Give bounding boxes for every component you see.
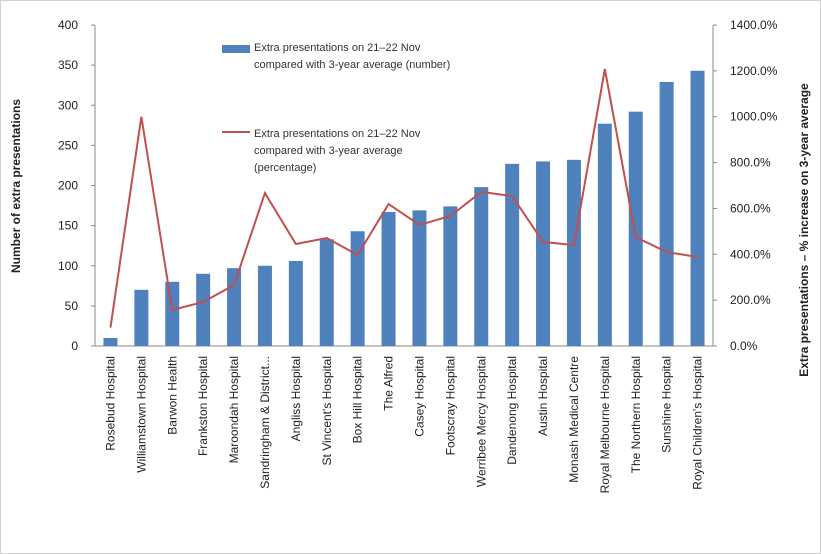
x-tick-label: Box Hill Hospital — [351, 356, 365, 443]
x-tick-label: Casey Hospital — [412, 356, 426, 437]
x-tick-label: Royal Children's Hospital — [691, 356, 705, 490]
y-tick-label: 150 — [58, 219, 78, 233]
x-tick-label: Werribee Mercy Hospital — [474, 356, 488, 487]
legend-item: Extra presentations on 21–22 Nov compare… — [222, 126, 452, 177]
x-tick-label: Rosebud Hospital — [103, 356, 117, 451]
x-tick-label: The Northern Hospital — [629, 356, 643, 473]
y2-tick-label: 400.0% — [730, 247, 771, 261]
bar — [288, 260, 303, 346]
y2-tick-label: 1000.0% — [730, 110, 778, 124]
bar — [566, 159, 581, 346]
bar — [412, 210, 427, 346]
x-tick-label: St Vincent's Hospital — [320, 356, 334, 465]
bar — [628, 111, 643, 346]
x-tick-label: Royal Melbourne Hospital — [598, 356, 612, 493]
legend-label: Extra presentations on 21–22 Nov compare… — [254, 128, 421, 174]
y-tick-label: 100 — [58, 259, 78, 273]
bar — [597, 123, 612, 347]
y2-tick-label: 200.0% — [730, 293, 771, 307]
x-tick-label: The Alfred — [382, 356, 396, 411]
x-tick-label: Monash Medical Centre — [567, 356, 581, 483]
x-tick-label: Angliss Hospital — [289, 356, 303, 441]
bar — [350, 231, 365, 346]
bar — [536, 161, 551, 346]
y-tick-label: 300 — [58, 98, 78, 112]
legend-key — [222, 45, 250, 53]
x-tick-label: Maroondah Hospital — [227, 356, 241, 463]
y2-axis-title: Extra presentations – % increase on 3-ye… — [797, 83, 811, 377]
legend-label: Extra presentations on 21–22 Nov compare… — [254, 42, 451, 71]
x-tick-label: Barwon Health — [165, 356, 179, 435]
y2-tick-label: 800.0% — [730, 156, 771, 170]
y2-tick-label: 1400.0% — [730, 18, 778, 32]
y2-tick-label: 0.0% — [730, 339, 758, 353]
bar — [165, 281, 180, 346]
y-tick-label: 400 — [58, 18, 78, 32]
x-tick-label: Austin Hospital — [536, 356, 550, 436]
line — [109, 68, 698, 328]
x-tick-label: Sandringham & District... — [258, 356, 272, 489]
bar — [134, 289, 149, 346]
y-tick-label: 350 — [58, 58, 78, 72]
bar — [196, 273, 211, 346]
x-tick-label: Frankston Hospital — [196, 356, 210, 456]
x-tick-label: Footscray Hospital — [443, 356, 457, 455]
y-tick-label: 50 — [65, 299, 79, 313]
bar — [319, 239, 334, 346]
bar — [381, 211, 396, 346]
bar — [227, 268, 242, 346]
bar — [659, 81, 674, 346]
y-tick-label: 250 — [58, 138, 78, 152]
bar — [505, 163, 520, 346]
y2-tick-label: 600.0% — [730, 201, 771, 215]
legend-item: Extra presentations on 21–22 Nov compare… — [222, 40, 452, 74]
bar — [443, 206, 458, 346]
y-tick-label: 0 — [71, 339, 78, 353]
bar — [474, 187, 489, 346]
y2-tick-label: 1200.0% — [730, 64, 778, 78]
bar — [103, 337, 118, 346]
legend-key — [222, 131, 250, 133]
x-tick-label: Dandenong Hospital — [505, 356, 519, 465]
x-tick-label: Williamstown Hospital — [134, 356, 148, 473]
y-tick-label: 200 — [58, 179, 78, 193]
bar — [690, 70, 705, 347]
x-tick-label: Sunshine Hospital — [660, 356, 674, 453]
bar — [257, 265, 272, 346]
y-axis-title: Number of extra presentations — [9, 99, 23, 273]
